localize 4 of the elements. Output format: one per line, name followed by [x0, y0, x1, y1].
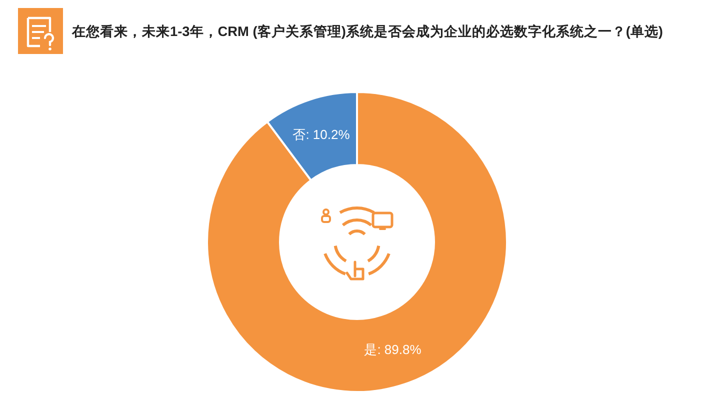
slice-label: 否: 10.2%: [292, 126, 350, 142]
slice-label: 是: 89.8%: [364, 342, 422, 358]
donut-slice: [206, 91, 508, 393]
chart-title: 在您看来，未来1-3年，CRM (客户关系管理)系统是否会成为企业的必选数字化系统之一？(单选): [71, 23, 663, 39]
